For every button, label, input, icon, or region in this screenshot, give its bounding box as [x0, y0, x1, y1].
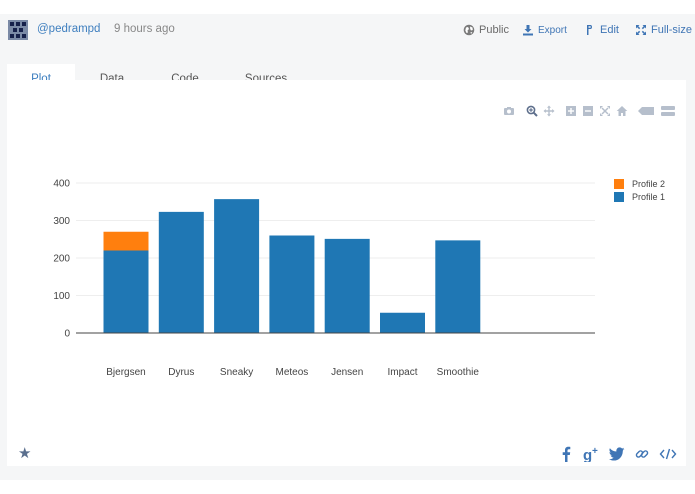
legend-label: Profile 2 [632, 179, 666, 189]
public-label: Public [479, 24, 509, 36]
legend-swatch [614, 179, 624, 189]
header-bar: @pedrampd 9 hours ago Public Export Edit… [0, 14, 695, 46]
export-label: Export [538, 24, 567, 36]
star-icon[interactable]: ★ [18, 445, 32, 462]
username-link[interactable]: @pedrampd [37, 23, 101, 35]
svg-text:g: g [583, 447, 592, 462]
fullsize-button[interactable]: Full-size [635, 22, 692, 38]
twitter-icon[interactable] [609, 446, 625, 462]
avatar[interactable] [8, 20, 28, 40]
fullsize-label: Full-size [651, 24, 692, 36]
pan-icon[interactable] [543, 105, 555, 117]
plot-panel [7, 80, 686, 466]
globe-icon [463, 24, 475, 36]
edit-label: Edit [600, 24, 619, 36]
legend-swatch [614, 192, 624, 202]
link-icon[interactable] [634, 446, 650, 462]
svg-text:+: + [592, 446, 598, 457]
zoom-out-icon[interactable] [582, 105, 594, 117]
autoscale-icon[interactable] [599, 105, 611, 117]
spike-lines-icon[interactable] [637, 105, 655, 117]
compare-data-icon[interactable] [660, 105, 676, 117]
edit-button[interactable]: Edit [584, 22, 619, 38]
export-button[interactable]: Export [522, 22, 567, 38]
facebook-icon[interactable] [558, 446, 574, 462]
zoom-icon[interactable] [526, 105, 538, 117]
reset-axes-icon[interactable] [616, 105, 628, 117]
public-button[interactable]: Public [463, 22, 509, 38]
embed-icon[interactable] [659, 446, 677, 462]
camera-icon[interactable] [503, 105, 515, 117]
download-icon [522, 24, 534, 36]
legend-item-profile-2[interactable]: Profile 2 [614, 178, 665, 190]
expand-icon [635, 24, 647, 36]
zoom-in-icon[interactable] [565, 105, 577, 117]
timestamp: 9 hours ago [114, 23, 175, 35]
edit-icon [584, 24, 596, 36]
google-plus-icon[interactable]: g + [583, 446, 601, 462]
legend-item-profile-1[interactable]: Profile 1 [614, 191, 665, 203]
legend-label: Profile 1 [632, 192, 666, 202]
